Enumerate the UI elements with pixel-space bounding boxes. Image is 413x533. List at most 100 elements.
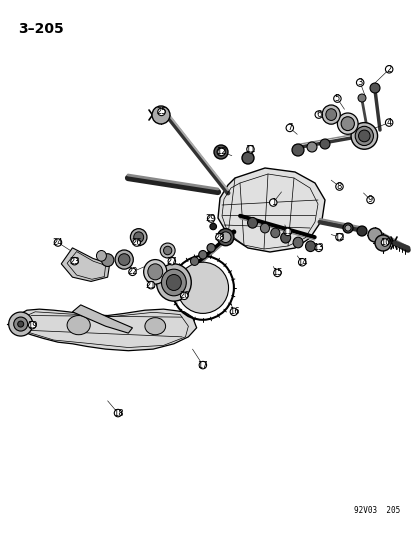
Circle shape	[285, 124, 293, 132]
Ellipse shape	[325, 109, 336, 120]
Text: 9: 9	[367, 196, 372, 204]
Circle shape	[14, 317, 28, 331]
Circle shape	[28, 321, 36, 329]
Circle shape	[114, 409, 121, 417]
Text: 28: 28	[214, 233, 224, 241]
Circle shape	[344, 225, 350, 231]
Circle shape	[291, 144, 303, 156]
Circle shape	[147, 281, 154, 289]
Ellipse shape	[145, 318, 165, 335]
Text: 20: 20	[178, 292, 189, 300]
Text: 22: 22	[127, 268, 138, 276]
Ellipse shape	[161, 269, 186, 296]
Ellipse shape	[260, 223, 269, 233]
Ellipse shape	[216, 234, 222, 240]
Circle shape	[71, 257, 78, 265]
Ellipse shape	[337, 113, 357, 134]
Ellipse shape	[130, 229, 147, 246]
Polygon shape	[72, 305, 132, 333]
Text: 16: 16	[228, 308, 239, 316]
Text: 92V03  205: 92V03 205	[353, 506, 399, 515]
Text: 23: 23	[69, 257, 80, 265]
Text: 25: 25	[156, 108, 166, 116]
Polygon shape	[14, 309, 196, 351]
Text: 10: 10	[379, 238, 389, 247]
Text: 1: 1	[270, 198, 275, 207]
Circle shape	[230, 308, 237, 316]
Text: 14: 14	[296, 258, 307, 266]
Ellipse shape	[354, 126, 373, 146]
Polygon shape	[218, 168, 324, 252]
Circle shape	[242, 152, 254, 164]
Circle shape	[367, 228, 381, 242]
Ellipse shape	[350, 123, 377, 149]
Text: 27: 27	[166, 257, 177, 265]
Text: 11: 11	[282, 228, 292, 236]
Text: 15: 15	[271, 269, 282, 277]
Text: 19: 19	[27, 321, 38, 329]
Circle shape	[306, 142, 316, 152]
Circle shape	[356, 226, 366, 236]
Circle shape	[298, 259, 305, 266]
Circle shape	[157, 108, 165, 116]
Ellipse shape	[270, 228, 279, 238]
Circle shape	[342, 223, 352, 233]
Ellipse shape	[358, 130, 369, 142]
Circle shape	[380, 239, 388, 246]
Ellipse shape	[247, 217, 257, 228]
Circle shape	[356, 79, 363, 86]
Circle shape	[246, 146, 254, 153]
Text: 2: 2	[386, 65, 391, 74]
Text: 11: 11	[244, 145, 255, 154]
Ellipse shape	[198, 251, 206, 259]
Circle shape	[333, 95, 340, 102]
Circle shape	[128, 268, 136, 276]
Ellipse shape	[177, 262, 228, 313]
Text: 7: 7	[287, 124, 292, 132]
Ellipse shape	[217, 229, 233, 246]
Ellipse shape	[209, 223, 216, 230]
Circle shape	[319, 139, 329, 149]
Text: 26: 26	[131, 238, 142, 247]
Circle shape	[314, 244, 322, 252]
Circle shape	[335, 233, 342, 241]
Text: 8: 8	[336, 182, 341, 191]
Ellipse shape	[133, 232, 143, 243]
Circle shape	[385, 119, 392, 126]
Circle shape	[54, 239, 62, 246]
Circle shape	[215, 233, 223, 241]
Circle shape	[152, 106, 170, 124]
Circle shape	[207, 215, 214, 222]
Circle shape	[199, 361, 206, 369]
Ellipse shape	[67, 316, 90, 335]
Circle shape	[283, 228, 291, 236]
Ellipse shape	[156, 264, 191, 301]
Text: 3: 3	[357, 78, 362, 87]
Ellipse shape	[143, 260, 166, 284]
Circle shape	[369, 83, 379, 93]
Text: 4: 4	[386, 118, 391, 127]
Circle shape	[335, 183, 342, 190]
Ellipse shape	[166, 274, 181, 290]
Text: 21: 21	[145, 281, 156, 289]
Circle shape	[217, 148, 225, 156]
Text: 12: 12	[333, 233, 344, 241]
Circle shape	[314, 111, 322, 118]
Text: 17: 17	[197, 361, 208, 369]
Text: 6: 6	[316, 110, 320, 119]
Ellipse shape	[160, 243, 175, 258]
Circle shape	[366, 196, 373, 204]
Ellipse shape	[190, 257, 198, 265]
Ellipse shape	[321, 105, 339, 124]
Ellipse shape	[206, 244, 215, 252]
Ellipse shape	[115, 250, 133, 269]
Circle shape	[9, 312, 33, 336]
Circle shape	[273, 269, 280, 277]
Ellipse shape	[101, 254, 114, 266]
Ellipse shape	[292, 237, 302, 248]
Text: 5: 5	[334, 94, 339, 103]
Text: 24: 24	[52, 238, 63, 247]
Ellipse shape	[147, 264, 162, 280]
Ellipse shape	[280, 232, 290, 243]
Circle shape	[18, 321, 24, 327]
